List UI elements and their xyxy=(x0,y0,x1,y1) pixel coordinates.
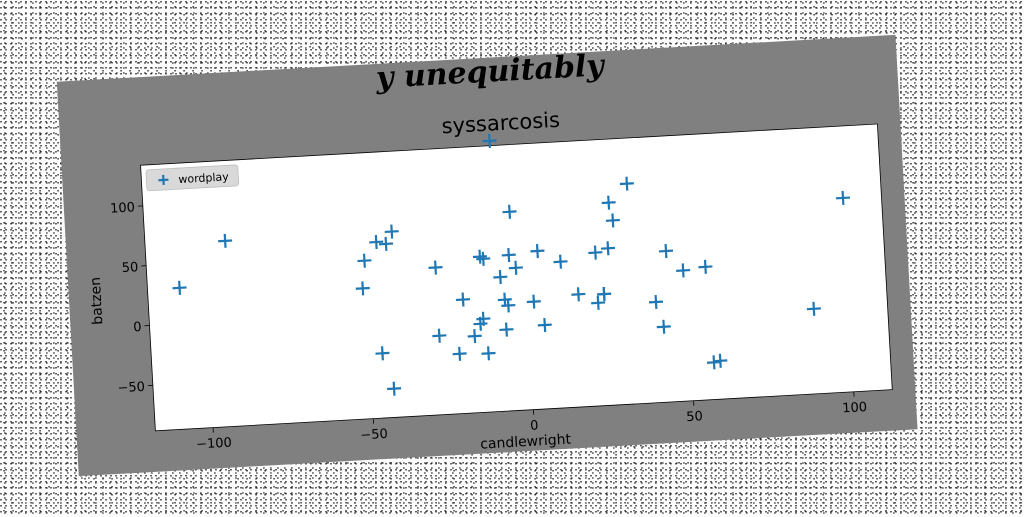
y-tick-label: 100 xyxy=(110,200,136,216)
x-tick-label: 50 xyxy=(686,409,703,425)
y-tick-label: −50 xyxy=(117,380,145,397)
plot-area xyxy=(141,124,893,431)
y-tick-label: 0 xyxy=(133,320,142,335)
x-tick-label: 0 xyxy=(530,418,539,433)
y-tick-label: 50 xyxy=(121,260,138,276)
x-tick-label: −50 xyxy=(360,427,388,444)
y-axis-label: batzen xyxy=(88,277,107,326)
x-tick-label: −100 xyxy=(196,436,233,453)
x-tick-label: 100 xyxy=(842,400,868,416)
